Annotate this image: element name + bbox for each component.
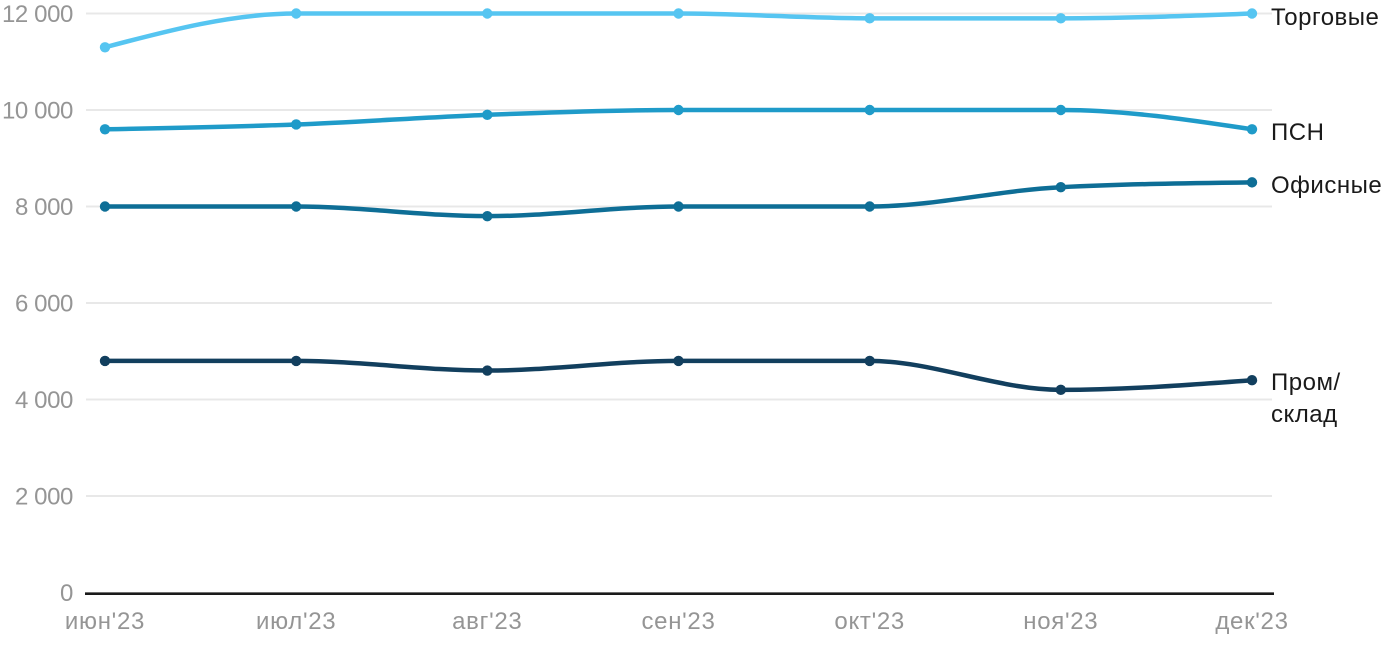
svg-text:июл'23: июл'23: [256, 608, 336, 635]
svg-text:июн'23: июн'23: [65, 608, 145, 635]
svg-text:0: 0: [60, 580, 73, 607]
svg-text:Пром/: Пром/: [1271, 369, 1341, 396]
svg-text:10 000: 10 000: [2, 98, 73, 125]
svg-text:4 000: 4 000: [15, 387, 73, 414]
svg-text:сен'23: сен'23: [641, 608, 715, 635]
svg-text:склад: склад: [1271, 401, 1338, 428]
svg-text:2 000: 2 000: [15, 484, 73, 511]
svg-text:ноя'23: ноя'23: [1023, 608, 1098, 635]
svg-text:Торговые: Торговые: [1271, 4, 1379, 31]
svg-text:ПСН: ПСН: [1271, 119, 1324, 146]
svg-text:авг'23: авг'23: [452, 608, 522, 635]
svg-text:6 000: 6 000: [15, 291, 73, 318]
svg-text:дек'23: дек'23: [1215, 608, 1288, 635]
svg-text:окт'23: окт'23: [834, 608, 905, 635]
svg-text:Офисные: Офисные: [1271, 172, 1382, 199]
svg-text:8 000: 8 000: [15, 194, 73, 221]
svg-text:12 000: 12 000: [2, 1, 73, 28]
